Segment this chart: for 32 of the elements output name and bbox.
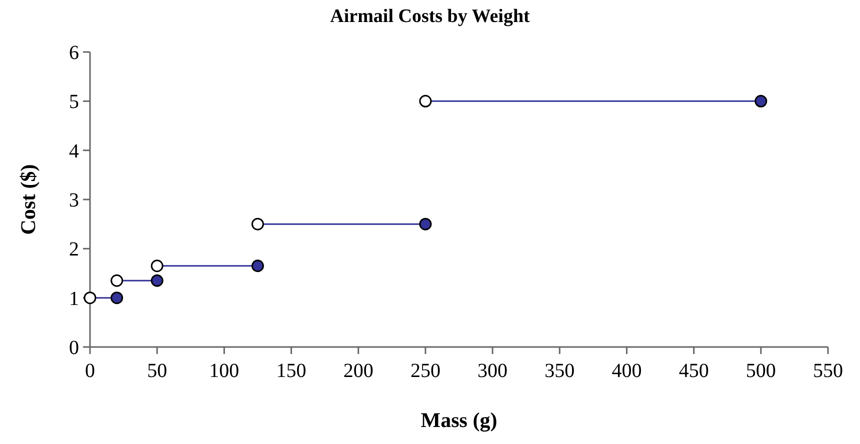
y-tick-label: 0 (69, 337, 79, 359)
y-tick-label: 5 (69, 91, 79, 114)
point (419, 94, 432, 108)
y-tick-label: 6 (69, 42, 79, 64)
x-tick-label: 400 (612, 360, 642, 382)
y-tick-label: 3 (69, 190, 79, 212)
y-tick-label: 1 (69, 288, 79, 310)
point (110, 292, 124, 304)
x-tick-label: 550 (813, 360, 843, 382)
x-tick-label: 150 (276, 360, 306, 382)
point (84, 292, 96, 304)
y-axis-title: Cost ($) (16, 164, 40, 235)
x-tick-label: 100 (209, 360, 240, 382)
y-tick-label: 2 (69, 238, 79, 261)
x-tick-label: 350 (544, 360, 575, 382)
point (754, 94, 768, 108)
point (150, 274, 164, 287)
x-tick-label: 250 (410, 360, 440, 382)
chart-title: Airmail Costs by Weight (330, 6, 531, 27)
point (251, 218, 264, 230)
x-tick-label: 50 (147, 360, 168, 382)
x-tick-label: 200 (343, 360, 374, 382)
point (419, 218, 432, 230)
x-tick-label: 0 (85, 360, 95, 382)
point (110, 274, 124, 287)
x-tick-label: 450 (678, 360, 709, 382)
x-tick-label: 300 (478, 360, 508, 382)
point (150, 260, 164, 272)
x-tick-label: 500 (746, 360, 776, 382)
point (251, 260, 264, 272)
y-tick-label: 4 (69, 140, 79, 162)
x-axis-title: Mass (g) (420, 408, 498, 432)
